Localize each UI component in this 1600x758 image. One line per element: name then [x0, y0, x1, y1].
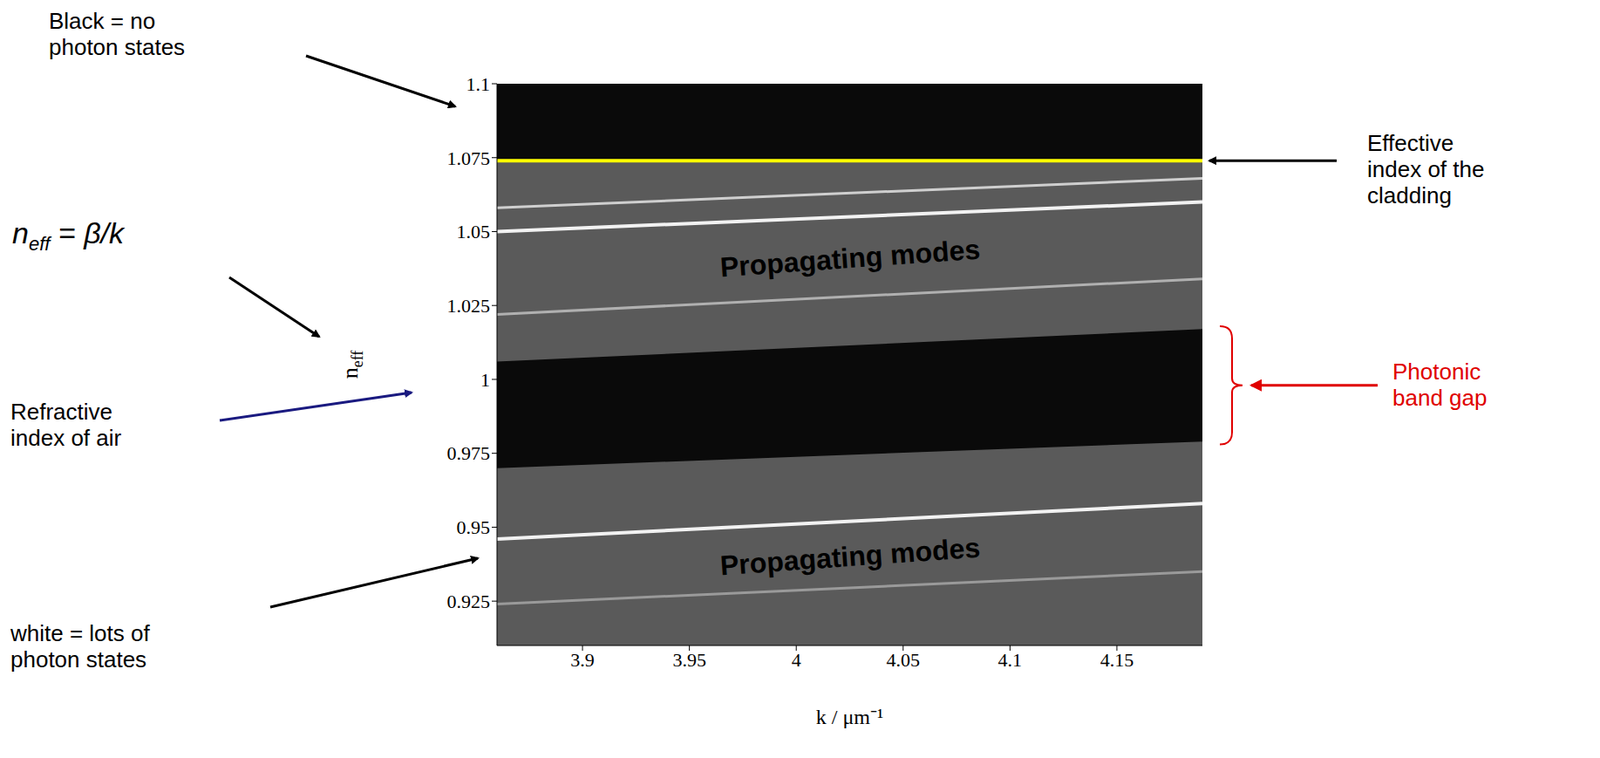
svg-text:0.95: 0.95: [456, 516, 491, 538]
svg-text:4: 4: [791, 648, 802, 671]
svg-text:4.15: 4.15: [1100, 648, 1135, 671]
html-text:Photonic band gap: Photonic band gap: [1392, 358, 1488, 411]
svg-text:1: 1: [480, 368, 491, 391]
html-text:Black = no photon states: Black = no photon states: [48, 7, 185, 61]
svg-text:Propagating modes: Propagating modes: [719, 233, 981, 284]
svg-text:1.1: 1.1: [466, 73, 491, 96]
html-text:Effective index of the claddin: Effective index of the cladding: [1367, 130, 1485, 209]
svg-text:k / μm⁻¹: k / μm⁻¹: [816, 705, 884, 729]
html-text:Refractive index of air: Refractive index of air: [10, 398, 122, 451]
svg-text:0.925: 0.925: [447, 590, 491, 613]
svg-text:4.1: 4.1: [998, 648, 1023, 671]
svg-text:3.95: 3.95: [672, 648, 707, 671]
svg-text:0.975: 0.975: [447, 442, 491, 464]
svg-text:Propagating modes: Propagating modes: [719, 531, 981, 582]
svg-text:neff: neff: [337, 350, 367, 380]
svg-text:1.025: 1.025: [447, 294, 491, 317]
svg-text:1.05: 1.05: [456, 220, 491, 243]
svg-text:3.9: 3.9: [570, 648, 595, 671]
svg-text:1.075: 1.075: [447, 147, 491, 170]
svg-text:4.05: 4.05: [886, 648, 920, 671]
html-text:white = lots of photon states: white = lots of photon states: [10, 619, 150, 673]
html-text:neff= β/k: neff= β/k: [12, 216, 124, 255]
